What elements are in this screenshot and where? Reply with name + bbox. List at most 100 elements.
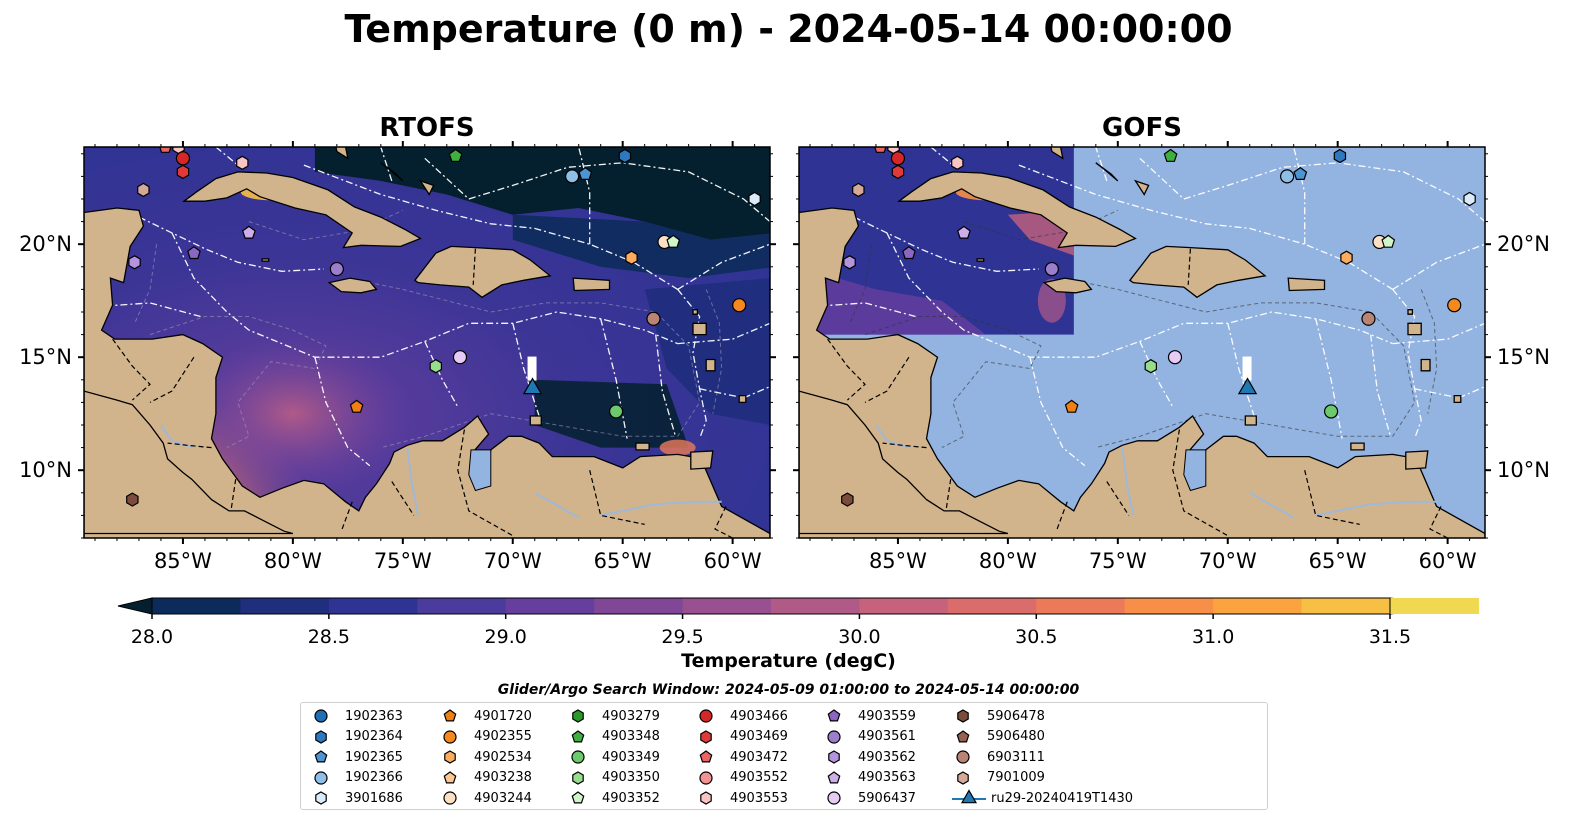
legend-marker [960, 789, 978, 804]
legend-item: 1902366 [309, 768, 403, 788]
legend-item: 1902363 [309, 706, 403, 726]
circle-marker-icon [571, 750, 585, 764]
figure-title: Temperature (0 m) - 2024-05-14 00:00:00 [344, 7, 1233, 51]
legend-item: ru29-20240419T1430 [951, 788, 1133, 808]
legend-item: 7901009 [951, 768, 1045, 788]
legend-item: 4903348 [566, 727, 660, 747]
legend-label: 4903279 [602, 708, 660, 724]
lon-tick-label: 65°W [594, 549, 652, 573]
legend-marker [699, 709, 713, 723]
float-marker-1902366 [565, 169, 580, 184]
legend-item: 4901720 [438, 706, 532, 726]
float-marker-4902355 [732, 298, 747, 313]
legend-marker [699, 750, 713, 763]
colorbar-bin [1390, 598, 1479, 614]
legend-item: 4903238 [438, 768, 532, 788]
legend-marker [957, 770, 969, 785]
legend-item: 5906478 [951, 706, 1045, 726]
legend-marker [314, 770, 328, 785]
legend-label: 4903563 [858, 770, 916, 785]
legend-marker [827, 791, 841, 805]
hexagon-marker-icon [444, 750, 456, 764]
lat-tick-label: 15°N [19, 345, 72, 369]
legend-label: 4903552 [730, 770, 788, 785]
float-marker-1902366 [1280, 169, 1295, 184]
float-marker-4902534 [625, 250, 638, 265]
float-marker-4901720 [349, 399, 364, 413]
legend-label: 4903350 [602, 770, 660, 785]
float-marker-7901009 [852, 182, 865, 198]
colorbar-bin [1124, 598, 1214, 614]
colorbar-bin [1301, 598, 1391, 614]
legend-item: 6903111 [951, 747, 1045, 767]
colorbar-bin [1213, 598, 1303, 614]
lat-tick-label: 15°N [1497, 345, 1550, 369]
legend-label: 4903466 [730, 708, 788, 724]
legend-marker [444, 750, 456, 764]
legend-label: 4903469 [730, 729, 788, 744]
float-marker-4903466 [175, 151, 191, 166]
legend-marker [443, 709, 457, 722]
legend-marker [443, 729, 457, 744]
float-marker-4902534 [1340, 250, 1353, 265]
float-marker-4903562 [843, 255, 856, 270]
triangle-marker-icon [952, 789, 986, 804]
colorbar-tick-label: 30.5 [1015, 626, 1057, 648]
pentagon-marker-icon [571, 729, 585, 742]
legend-item: 4903349 [566, 747, 660, 767]
legend-marker [827, 709, 841, 722]
legend-item: 4903279 [566, 706, 660, 726]
lon-tick-label: 70°W [484, 549, 542, 573]
hexagon-marker-icon [957, 709, 969, 723]
colorbar-tick-label: 31.0 [1192, 626, 1234, 648]
float-marker-4903350 [1144, 359, 1158, 374]
colorbar-label: Temperature (degC) [681, 650, 896, 672]
float-marker-7901009 [137, 182, 150, 198]
circle-marker-icon [699, 770, 713, 785]
float-marker-4903561 [329, 261, 344, 277]
legend-item: 4903559 [822, 706, 916, 726]
glider-track [527, 356, 537, 381]
float-marker-4903472 [159, 147, 172, 153]
legend: 1902363 1902364 1902365 1902366 3901686 49017… [300, 702, 1268, 810]
float-marker-4903352 [666, 234, 681, 248]
legend-label: 4903559 [858, 708, 916, 724]
legend-label: 6903111 [987, 749, 1045, 765]
float-marker-4903350 [429, 359, 442, 374]
float-marker-4903561 [1044, 261, 1059, 277]
circle-marker-icon [443, 729, 457, 744]
legend-label: 4903553 [730, 790, 788, 806]
legend-marker [700, 791, 712, 805]
circle-marker-icon [956, 750, 970, 764]
hexagon-marker-icon [315, 729, 327, 744]
legend-marker [315, 791, 327, 805]
legend-item: 4903563 [822, 768, 916, 788]
colorbar-bin [1036, 598, 1126, 614]
pentagon-marker-icon [699, 750, 713, 763]
hexagon-marker-icon [315, 791, 327, 805]
lon-tick-label: 75°W [1089, 549, 1147, 573]
legend-label: 4903349 [602, 749, 660, 765]
lat-tick-label: 10°N [19, 458, 72, 482]
pentagon-marker-icon [827, 709, 841, 722]
legend-marker [443, 770, 457, 783]
pentagon-marker-icon [571, 791, 585, 804]
float-marker-4903349 [1323, 404, 1339, 419]
circle-marker-icon [827, 729, 841, 744]
float-marker-1902364 [1333, 148, 1347, 164]
float-marker-3901686 [748, 191, 761, 207]
panel-title-gofs: GOFS [1102, 113, 1182, 143]
lon-tick-label: 85°W [154, 549, 212, 573]
legend-marker [699, 770, 713, 785]
float-marker-4903563 [956, 225, 971, 239]
float-marker-5906437 [452, 350, 468, 365]
float-marker-5906478 [126, 492, 139, 507]
legend-label: ru29-20240419T1430 [991, 790, 1134, 806]
legend-label: 4903562 [858, 749, 916, 765]
float-marker-4903466 [890, 151, 906, 166]
float-marker-1902365 [1293, 166, 1308, 180]
legend-label: 4903561 [858, 729, 916, 744]
colorbar-bin [417, 598, 507, 614]
legend-marker [571, 791, 585, 804]
panel-title-rtofs: RTOFS [379, 113, 475, 143]
